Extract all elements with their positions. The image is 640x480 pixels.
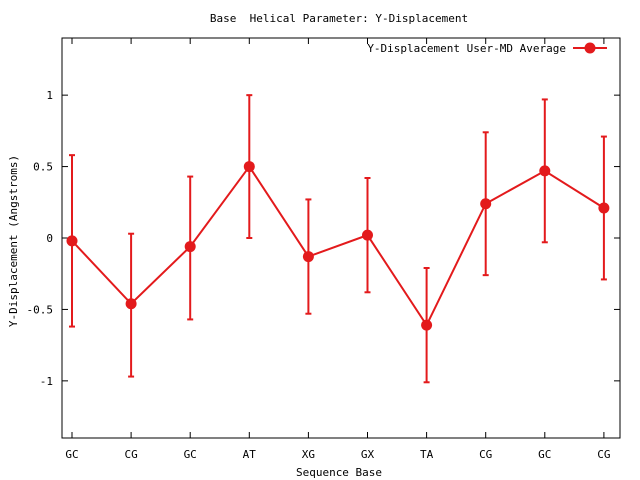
data-point: [480, 198, 492, 210]
data-point: [539, 165, 551, 177]
x-tick-label: CG: [597, 448, 610, 461]
x-tick-label: GX: [361, 448, 375, 461]
data-point: [598, 202, 610, 214]
x-tick-label: GC: [538, 448, 551, 461]
x-axis-label: Sequence Base: [296, 466, 382, 479]
x-tick-label: TA: [420, 448, 434, 461]
axes: 1 0.5 0 -0.5 -1 GC CG GC AT XG GX TA CG GC CG: [27, 38, 620, 461]
legend-label: Y-Displacement User-MD Average: [367, 42, 566, 55]
data-point: [184, 241, 196, 253]
x-tick-label: AT: [243, 448, 257, 461]
legend: Y-Displacement User-MD Average: [367, 42, 607, 55]
x-tick-label: GC: [184, 448, 197, 461]
y-tick-label: -0.5: [27, 303, 54, 316]
x-tick-label: XG: [302, 448, 315, 461]
chart-title: Base Helical Parameter: Y-Displacement: [210, 12, 468, 25]
series-group: [66, 94, 610, 384]
x-tick-label: GC: [65, 448, 78, 461]
series-line: [71, 164, 605, 328]
y-tick-label: 0.5: [33, 161, 53, 174]
y-tick-label: 1: [46, 89, 53, 102]
data-point: [125, 298, 137, 310]
data-point: [362, 229, 373, 241]
y-axis-label: Y-Displacement (Angstroms): [7, 155, 20, 327]
legend-marker: [584, 42, 596, 54]
data-point: [421, 319, 433, 331]
data-point: [66, 235, 78, 247]
x-tick-label: CG: [479, 448, 492, 461]
y-tick-label: 0: [46, 232, 53, 245]
x-tick-label: CG: [124, 448, 137, 461]
data-point: [243, 161, 255, 173]
y-tick-label: -1: [40, 375, 53, 388]
data-point: [302, 251, 314, 263]
plot-frame: [61, 37, 621, 439]
